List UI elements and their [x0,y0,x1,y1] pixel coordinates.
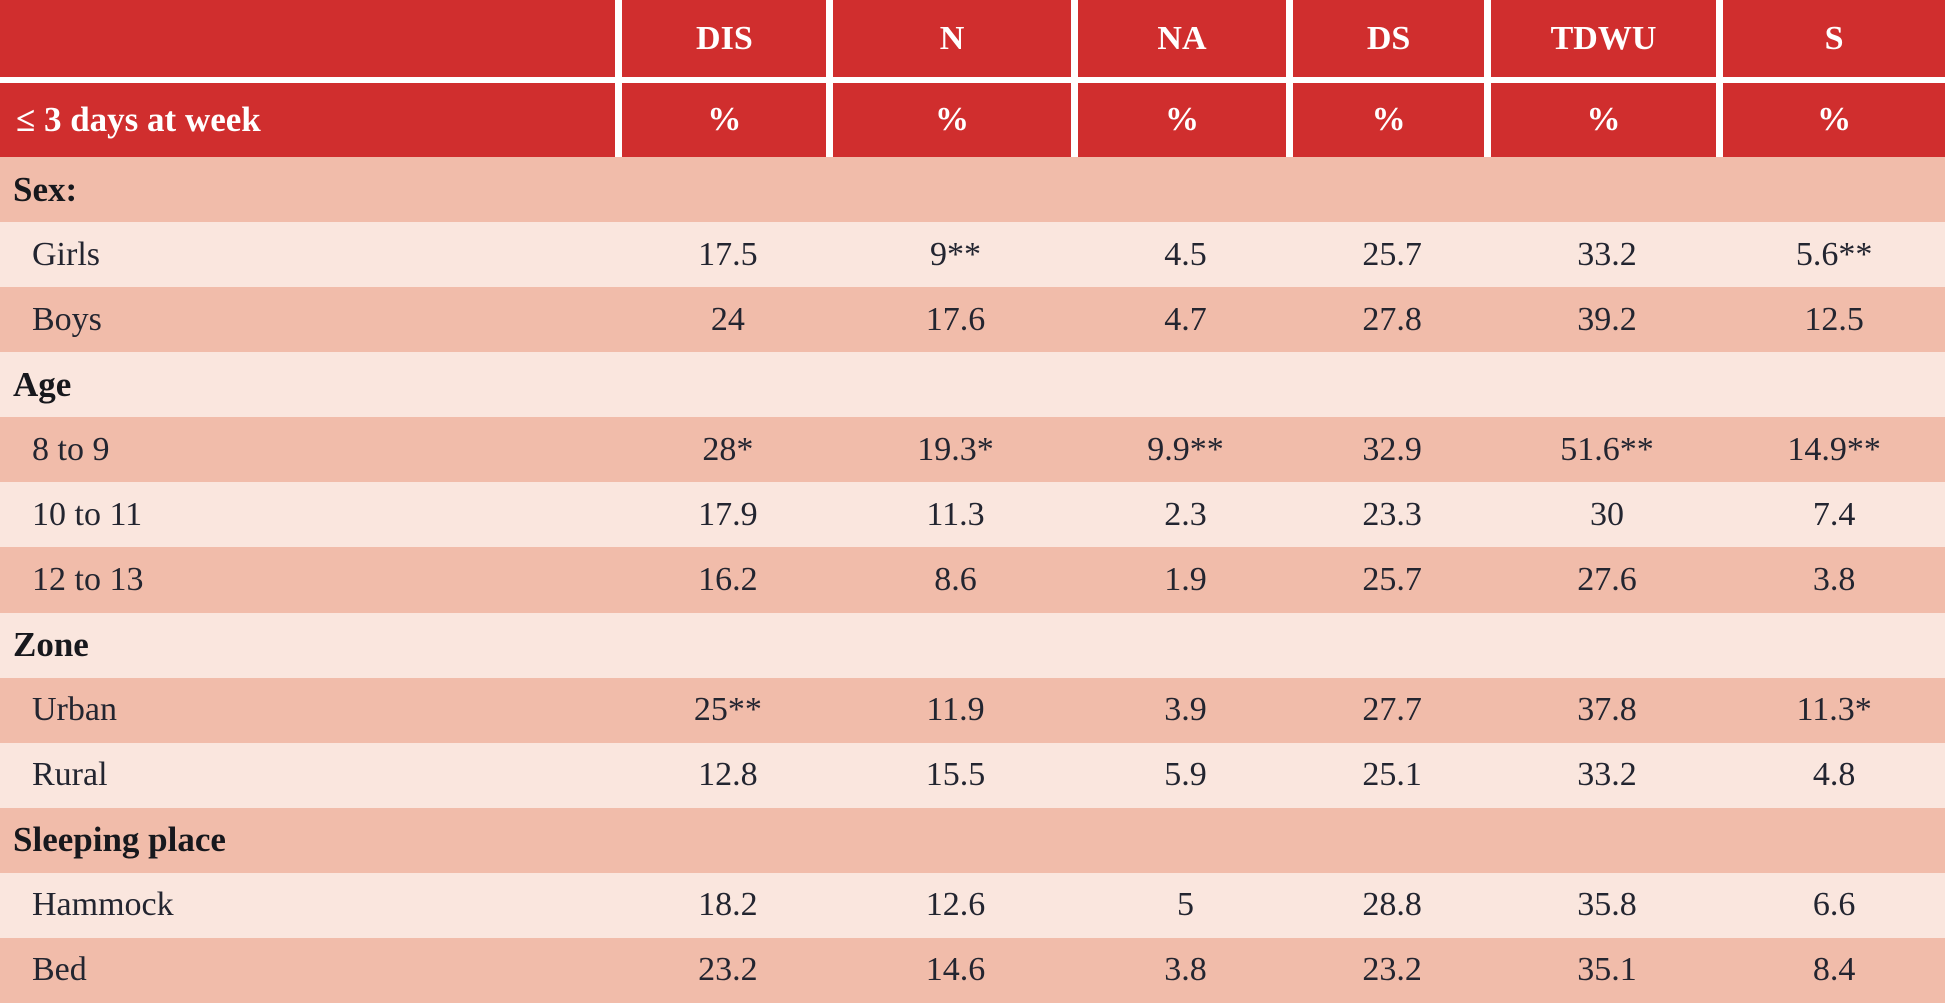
value-cell: 3.9 [1164,691,1207,729]
table-row: 8 to 9 28* 19.3* 9.9** 32.9 51.6** 14.9** [0,417,1945,483]
row-label: Boys [32,300,102,338]
value-cell: 4.5 [1164,235,1207,273]
unit-cell-na: % [1077,83,1294,157]
value-cell: 6.6 [1812,886,1856,924]
table-row: Girls 17.5 9** 4.5 25.7 33.2 5.6** [0,222,1945,288]
value-cell: 2.3 [1164,495,1207,533]
column-header-na: NA [1077,0,1294,77]
value-cell: 19.3* [917,430,994,468]
value-cell: 25.7 [1362,235,1422,273]
unit-cell-ds: % [1293,83,1491,157]
section-header-row: Age [0,352,1945,418]
value-cell: 9** [929,235,981,273]
row-label: Rural [32,756,108,794]
value-cell: 18.2 [698,886,758,924]
value-cell: 15.5 [925,756,986,794]
value-cell: 5.9 [1164,756,1207,794]
unit-cell-tdwu: % [1490,83,1724,157]
value-cell: 5.6** [1795,235,1873,273]
value-cell: 27.8 [1362,300,1422,338]
value-cell: 4.7 [1164,300,1207,338]
value-cell: 25.1 [1362,756,1422,794]
column-header-n: N [833,0,1078,77]
unit-row-label: ≤ 3 days at week [0,83,623,157]
value-cell: 1.9 [1164,561,1207,598]
unit-cell-s: % [1723,83,1945,157]
column-header-ds: DS [1293,0,1491,77]
value-cell: 23.2 [698,951,758,989]
table-body: Sex: Girls 17.5 9** 4.5 25.7 33.2 5.6** Boys 24 17… [0,157,1945,1003]
value-cell: 23.3 [1362,495,1422,533]
section-header-row: Sex: [0,157,1945,223]
value-cell: 33.2 [1577,756,1637,794]
value-cell: 8.4 [1812,951,1856,989]
value-cell: 37.8 [1577,691,1637,729]
value-cell: 7.4 [1812,495,1856,533]
row-label: Bed [32,951,87,989]
value-cell: 25.7 [1362,561,1422,598]
table-row: 10 to 11 17.9 11.3 2.3 23.3 30 7.4 [0,482,1945,548]
table-row: Hammock 18.2 12.6 5 28.8 35.8 6.6 [0,872,1945,938]
row-label: 10 to 11 [32,495,143,533]
value-cell: 28.8 [1362,886,1422,924]
value-cell: 14.9** [1787,430,1881,468]
unit-cell-n: % [833,83,1078,157]
row-label: Girls [32,235,100,273]
value-cell: 30 [1590,495,1625,533]
row-label: 8 to 9 [32,430,110,468]
row-label: 12 to 13 [32,561,144,598]
table-row: Boys 24 17.6 4.7 27.8 39.2 12.5 [0,287,1945,353]
value-cell: 11.3 [926,495,985,533]
value-cell: 27.7 [1362,691,1422,729]
header-empty-cell [0,0,623,77]
table-unit-row: ≤ 3 days at week % % % % % % [0,83,1945,157]
value-cell: 4.8 [1812,756,1856,794]
value-cell: 27.6 [1577,561,1637,598]
value-cell: 12.6 [925,886,986,924]
unit-cell-dis: % [622,83,834,157]
value-cell: 39.2 [1577,300,1637,338]
value-cell: 12.8 [698,756,758,794]
value-cell: 35.8 [1577,886,1637,924]
value-cell: 12.5 [1804,300,1864,338]
row-label: Hammock [32,886,174,924]
header-divider [0,77,1945,83]
value-cell: 17.9 [698,495,758,533]
section-header-row: Sleeping place [0,807,1945,873]
value-cell: 25** [693,691,762,729]
value-cell: 14.6 [925,951,986,989]
table-row: Urban 25** 11.9 3.9 27.7 37.8 11.3* [0,677,1945,743]
table-header-row: DIS N NA DS TDWU S [0,0,1945,77]
value-cell: 8.6 [934,561,977,598]
table-row: 12 to 13 16.2 8.6 1.9 25.7 27.6 3.8 [0,547,1945,613]
section-header-label: Sex: [13,169,78,209]
value-cell: 24 [710,300,745,338]
value-cell: 9.9** [1147,430,1224,468]
section-header-label: Sleeping place [13,820,226,860]
value-cell: 17.6 [925,300,986,338]
section-header-label: Zone [13,625,89,665]
value-cell: 35.1 [1577,951,1637,989]
row-label: Urban [32,691,117,729]
column-header-tdwu: TDWU [1490,0,1724,77]
value-cell: 11.3* [1796,691,1872,729]
value-cell: 51.6** [1560,430,1654,468]
value-cell: 11.9 [926,691,985,729]
column-header-dis: DIS [622,0,834,77]
table-row: Bed 23.2 14.6 3.8 23.2 35.1 8.4 [0,937,1945,1003]
value-cell: 32.9 [1362,430,1422,468]
column-header-s: S [1723,0,1945,77]
value-cell: 17.5 [698,235,758,273]
value-cell: 3.8 [1812,561,1856,598]
value-cell: 5 [1176,886,1194,924]
value-cell: 28* [702,430,754,468]
table-row: Rural 12.8 15.5 5.9 25.1 33.2 4.8 [0,742,1945,808]
section-header-row: Zone [0,612,1945,678]
value-cell: 16.2 [698,561,758,598]
value-cell: 33.2 [1577,235,1637,273]
value-cell: 3.8 [1164,951,1207,989]
section-header-label: Age [13,364,72,404]
value-cell: 23.2 [1362,951,1422,989]
